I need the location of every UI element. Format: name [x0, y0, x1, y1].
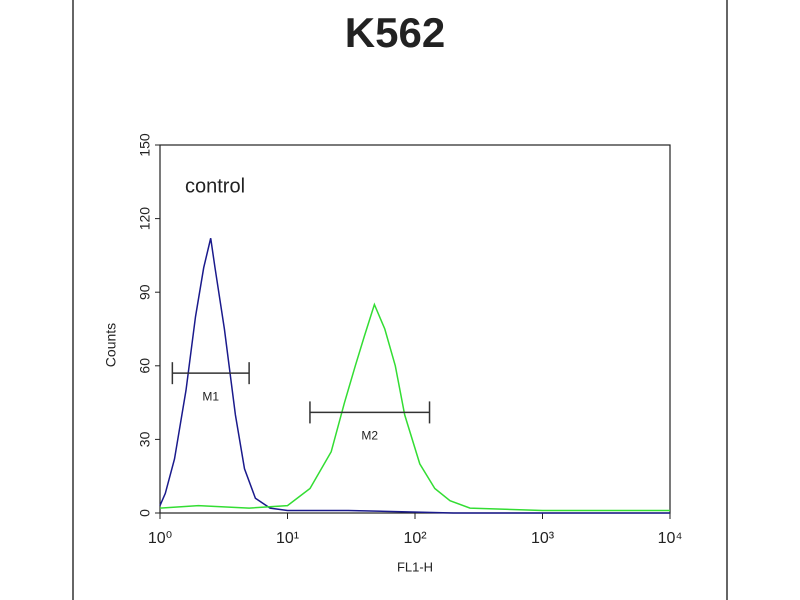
x-axis-label: FL1-H [397, 559, 433, 574]
y-tick-label: 60 [137, 358, 153, 374]
x-tick-label: 10⁰ [148, 530, 172, 547]
y-tick-label: 150 [137, 133, 153, 157]
x-tick-label: 10⁴ [658, 530, 683, 547]
histogram-line [159, 238, 670, 514]
y-tick-label: 120 [137, 207, 153, 231]
y-tick-label: 30 [137, 431, 153, 447]
marker-label: M2 [361, 429, 378, 443]
marker-label: M1 [202, 389, 219, 403]
histogram-line [159, 302, 670, 512]
y-tick-label: 90 [137, 284, 153, 300]
x-tick-label: 10² [403, 530, 427, 547]
x-tick-label: 10¹ [276, 530, 299, 547]
chart-title: K562 [345, 9, 445, 56]
x-tick-label: 10³ [531, 530, 555, 547]
y-axis-label: Counts [103, 323, 119, 367]
y-tick-label: 0 [137, 509, 153, 517]
plot-area [159, 144, 671, 514]
annotation: control [185, 175, 245, 197]
